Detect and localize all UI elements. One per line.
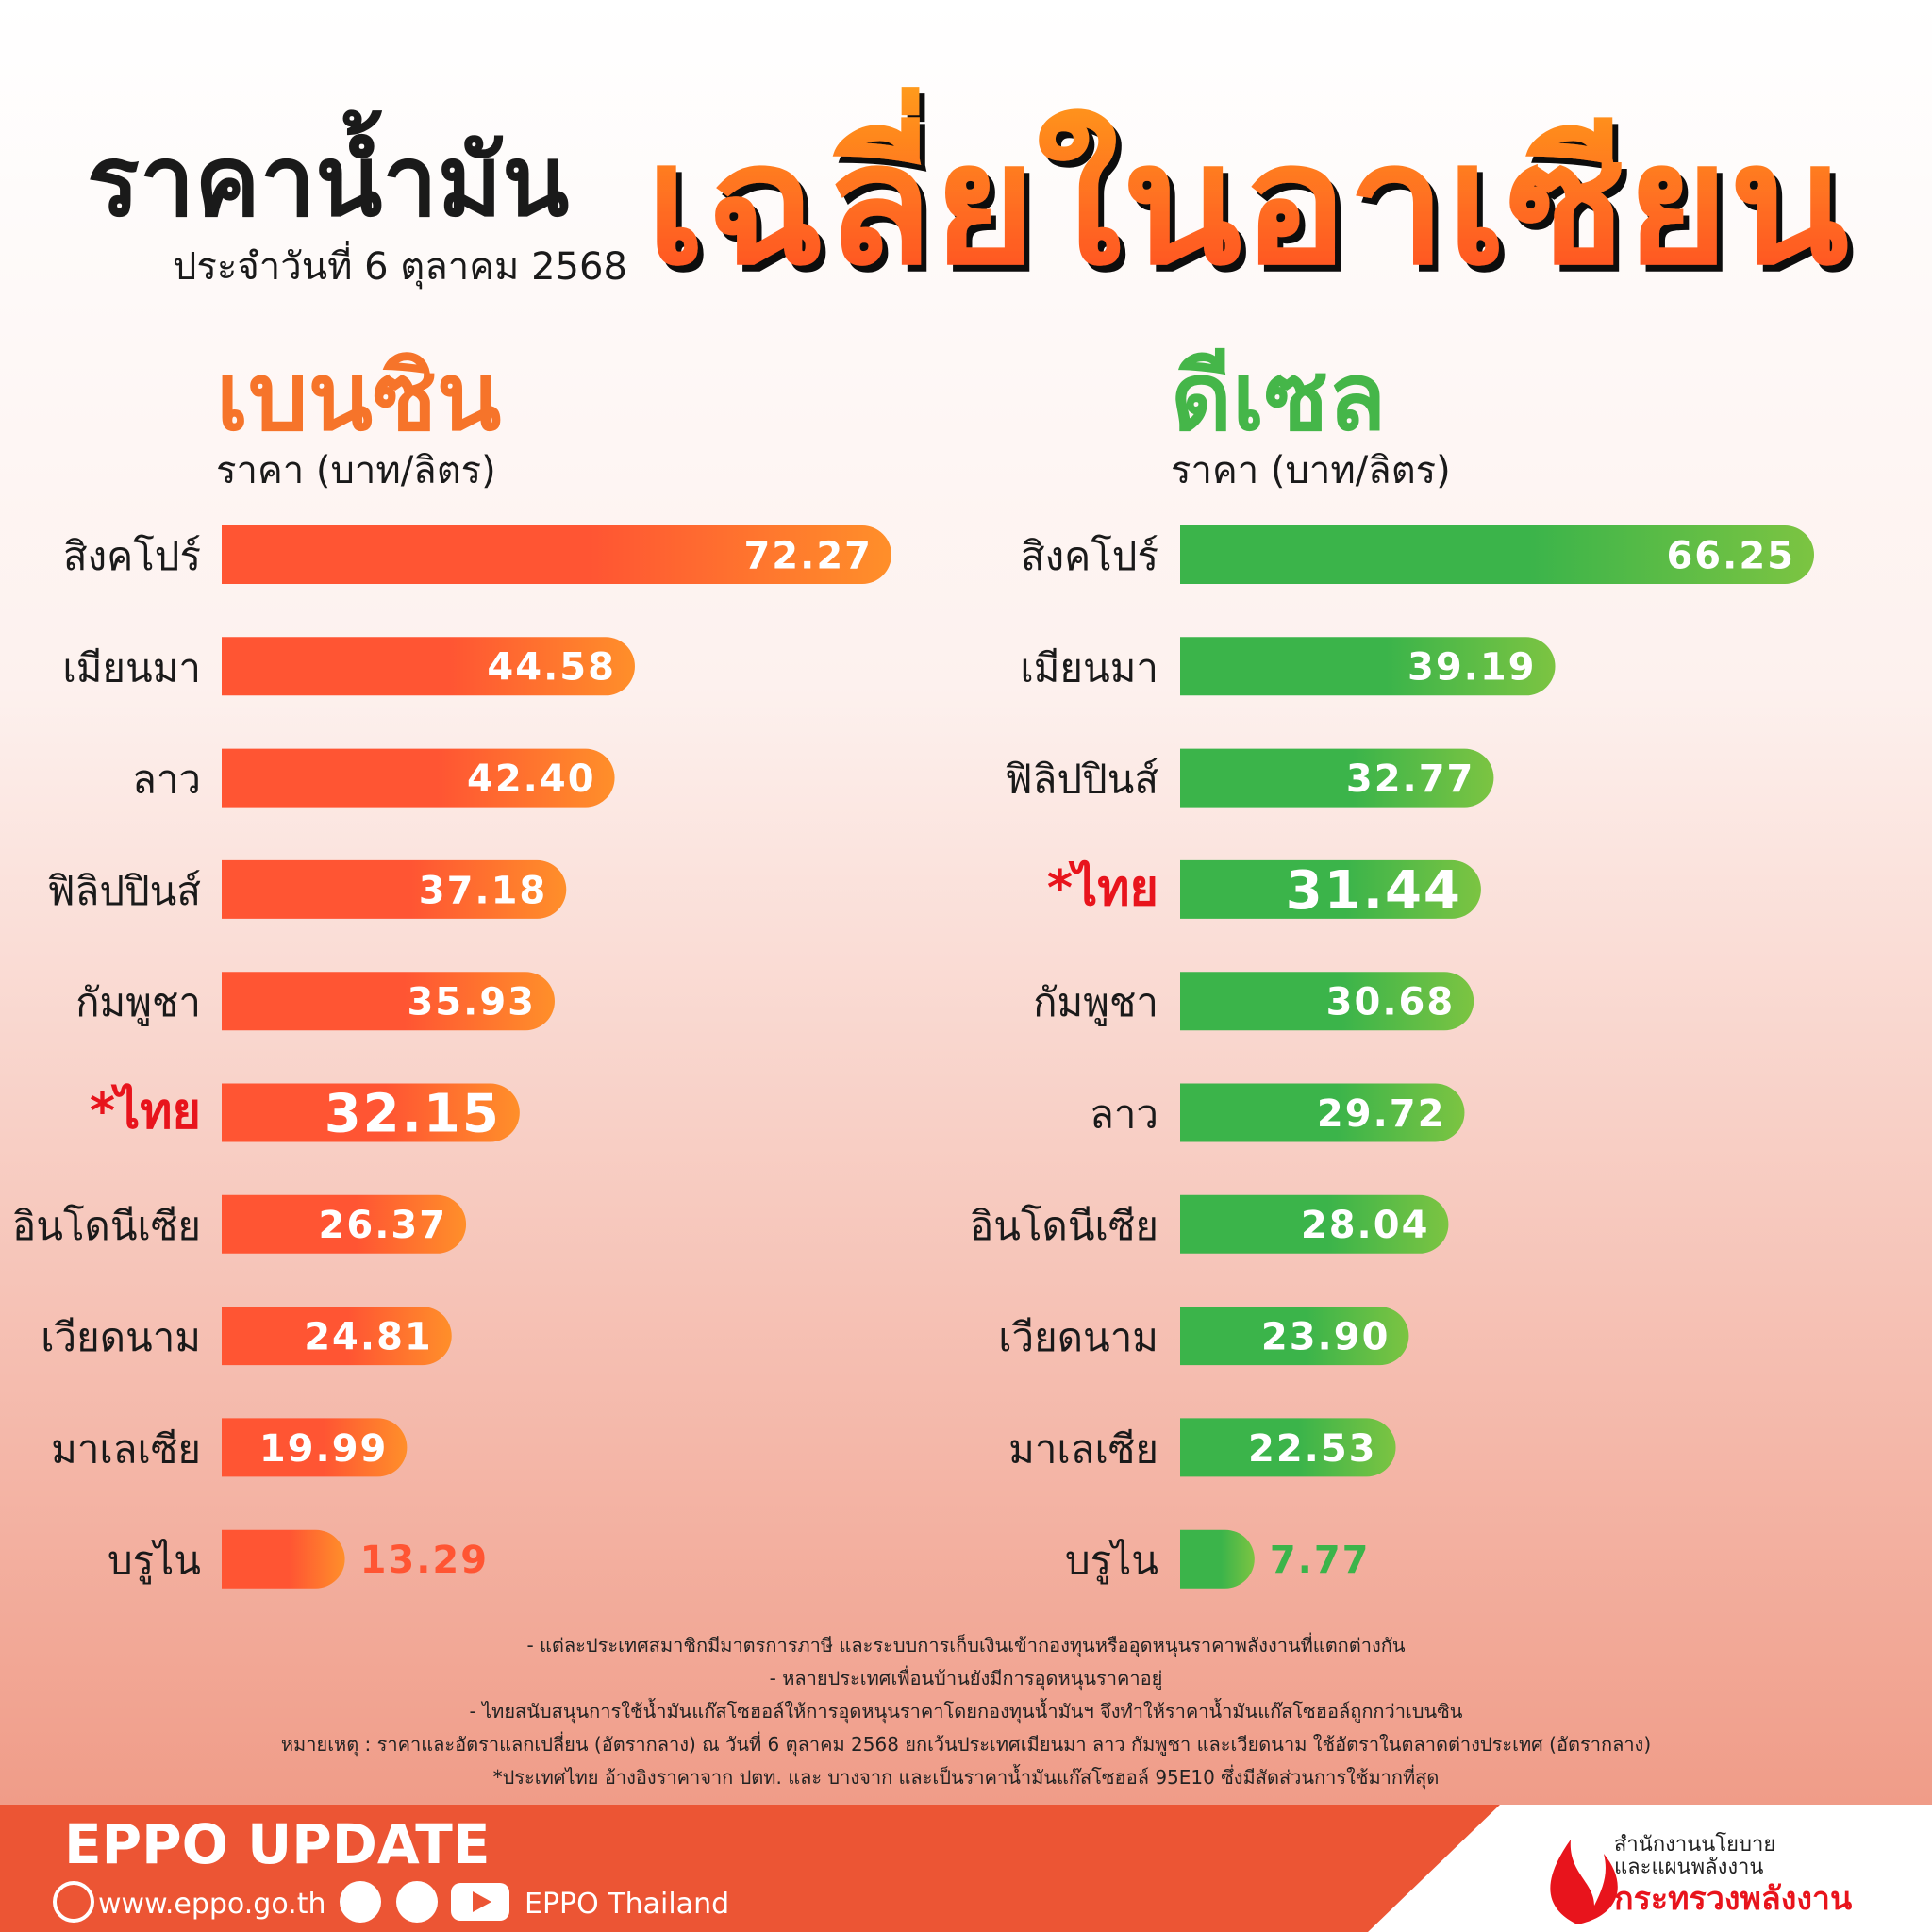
category-label: ฟิลิปปินส์ [1005, 757, 1158, 803]
value-label: 26.37 [319, 1204, 448, 1247]
footer-logo-area [1368, 1805, 1932, 1932]
value-label: 29.72 [1317, 1092, 1446, 1136]
value-label: 22.53 [1248, 1427, 1377, 1471]
web-icon [53, 1881, 94, 1923]
chart-title: ดีเซล [1171, 341, 1386, 452]
org-name: สำนักงานนโยบาย [1614, 1832, 1775, 1857]
bar [1180, 637, 1556, 696]
value-label: 72.27 [743, 534, 873, 577]
bar [1180, 525, 1814, 584]
category-label: อินโดนีเซีย [12, 1203, 201, 1249]
footer-website[interactable]: www.eppo.go.th [98, 1888, 325, 1921]
category-label: มาเลเซีย [51, 1425, 201, 1472]
org-ministry: กระทรวงพลังงาน [1614, 1880, 1852, 1918]
category-label: กัมพูชา [75, 979, 201, 1026]
org-name: และแผนพลังงาน [1614, 1856, 1763, 1879]
chart-title: เบนซิน [216, 341, 501, 452]
footer-brand: EPPO UPDATE [64, 1812, 490, 1876]
value-label: 31.44 [1286, 860, 1462, 922]
bar [222, 1307, 452, 1366]
bar [222, 748, 615, 808]
bar [1180, 1194, 1449, 1254]
bar [1180, 748, 1494, 808]
bar [222, 1529, 345, 1589]
category-label: เมียนมา [1020, 644, 1158, 691]
bar [222, 525, 891, 584]
bar [222, 1418, 408, 1477]
note: - ไทยสนับสนุนการใช้น้ำมันแก๊สโซฮอล์ให้กา… [470, 1698, 1463, 1724]
note: *ประเทศไทย อ้างอิงราคาจาก ปตท. และ บางจา… [493, 1764, 1440, 1790]
note: - แต่ละประเทศสมาชิกมีมาตรการภาษี และระบบ… [526, 1632, 1405, 1657]
category-label: ฟิลิปปินส์ [47, 868, 201, 914]
chart-subtitle: ราคา (บาท/ลิตร) [216, 449, 496, 492]
category-label: เมียนมา [62, 644, 201, 691]
bar [1180, 1529, 1255, 1589]
bar [1180, 1307, 1409, 1366]
bar [1180, 1418, 1396, 1477]
bar [222, 859, 567, 919]
bar [1180, 1083, 1465, 1142]
category-label: *ไทย [1047, 859, 1158, 917]
value-label: 13.29 [360, 1539, 490, 1582]
category-label: มาเลเซีย [1008, 1425, 1158, 1472]
value-label: 44.58 [487, 646, 616, 690]
value-label: 35.93 [407, 981, 536, 1024]
notes: - แต่ละประเทศสมาชิกมีมาตรการภาษี และระบบ… [281, 1632, 1651, 1790]
value-label: 66.25 [1666, 534, 1795, 577]
value-label: 32.77 [1346, 758, 1475, 801]
category-label: เวียดนาม [41, 1314, 201, 1360]
category-label: สิงคโปร์ [1021, 533, 1158, 579]
youtube-play [473, 1891, 491, 1912]
category-label: กัมพูชา [1033, 979, 1158, 1026]
value-label: 7.77 [1270, 1539, 1371, 1582]
footer-social[interactable]: EPPO Thailand [525, 1888, 729, 1921]
category-label: อินโดนีเซีย [970, 1203, 1158, 1249]
date: ประจำวันที่ 6 ตุลาคม 2568 [173, 241, 627, 290]
value-label: 42.40 [467, 758, 596, 801]
value-label: 19.99 [259, 1427, 389, 1471]
value-label: 28.04 [1301, 1204, 1430, 1247]
category-label: *ไทย [90, 1083, 201, 1141]
title-highlight: เฉลี่ยในอาเซียน [645, 87, 1849, 302]
chart-subtitle: ราคา (บาท/ลิตร) [1171, 449, 1451, 492]
ministry-logo [1550, 1840, 1618, 1924]
value-label: 23.90 [1261, 1316, 1391, 1359]
charts: เบนซินราคา (บาท/ลิตร)สิงคโปร์ 72.27เมียนม… [12, 341, 1814, 1589]
category-label: ลาว [1090, 1091, 1158, 1138]
value-label: 39.19 [1407, 646, 1537, 690]
bar [1180, 972, 1474, 1031]
bar [222, 1083, 520, 1142]
bar [222, 637, 635, 696]
category-label: บรูไน [108, 1538, 201, 1585]
bar [222, 972, 555, 1031]
category-label: สิงคโปร์ [63, 533, 201, 579]
note: - หลายประเทศเพื่อนบ้านยังมีการอุดหนุนราค… [770, 1665, 1163, 1690]
value-label: 32.15 [325, 1084, 501, 1145]
value-label: 37.18 [419, 869, 548, 912]
category-label: เวียดนาม [998, 1314, 1158, 1360]
category-label: บรูไน [1065, 1538, 1158, 1585]
value-label: 24.81 [304, 1316, 433, 1359]
facebook-icon[interactable] [340, 1881, 381, 1923]
bar [222, 1194, 467, 1254]
title-main: ราคาน้ำมัน [87, 109, 569, 239]
note: หมายเหตุ : ราคาและอัตราแลกเปลี่ยน (อัตรา… [281, 1731, 1651, 1757]
twitter-icon[interactable] [396, 1881, 438, 1923]
value-label: 30.68 [1326, 981, 1456, 1024]
category-label: ลาว [132, 757, 201, 803]
bar [1180, 859, 1481, 919]
